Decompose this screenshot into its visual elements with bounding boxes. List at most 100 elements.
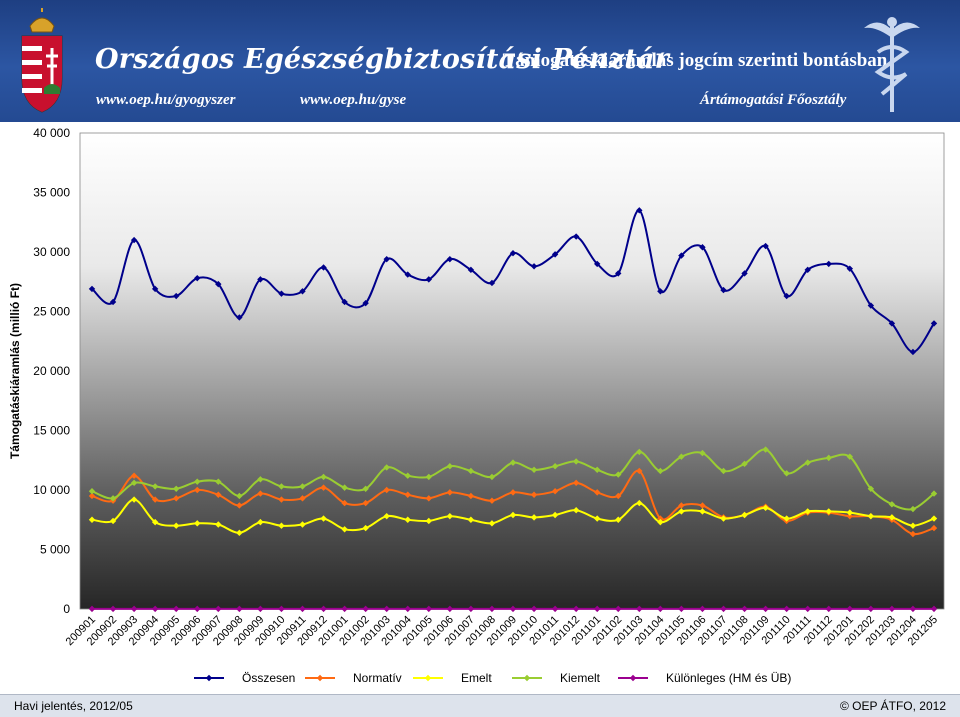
data-point xyxy=(720,605,727,613)
data-point xyxy=(278,522,285,529)
data-point xyxy=(341,605,348,613)
footer-bar: Havi jelentés, 2012/05 © OEP ÁTFO, 2012 xyxy=(0,694,960,717)
data-point xyxy=(109,605,117,613)
data-point xyxy=(257,276,264,283)
data-point xyxy=(151,285,159,293)
data-point xyxy=(699,244,706,251)
data-point xyxy=(278,496,285,503)
x-axis: 2009012009022009032009042009052009062009… xyxy=(64,614,940,648)
data-point xyxy=(299,495,306,502)
data-point xyxy=(825,605,832,613)
data-point xyxy=(425,605,432,613)
data-point xyxy=(551,463,559,470)
data-point xyxy=(551,487,559,495)
data-point xyxy=(551,511,559,519)
data-point xyxy=(362,605,369,613)
legend-marker xyxy=(205,674,213,682)
url-gyogyszer[interactable]: www.oep.hu/gyogyszer xyxy=(96,92,236,108)
y-axis: 0 5 000 10 000 15 000 20 000 25 000 30 000 35 0… xyxy=(33,126,70,616)
data-point xyxy=(741,460,748,468)
data-point xyxy=(783,605,790,613)
data-point xyxy=(615,471,622,478)
data-point xyxy=(699,508,706,515)
data-point xyxy=(594,515,601,522)
data-point xyxy=(636,207,643,214)
series-lines xyxy=(88,207,938,613)
data-point xyxy=(636,499,643,507)
data-point xyxy=(236,492,243,500)
data-point xyxy=(888,501,896,508)
data-point xyxy=(194,478,201,485)
report-period: Havi jelentés, 2012/05 xyxy=(14,699,133,713)
data-point xyxy=(846,512,853,520)
data-point xyxy=(320,605,327,613)
data-point xyxy=(930,524,938,532)
data-point xyxy=(194,274,201,282)
data-point xyxy=(678,605,685,613)
legend-label: Kiemelt xyxy=(560,671,601,685)
data-point xyxy=(257,518,264,526)
series-4 xyxy=(88,605,938,613)
y-tick-label: 40 000 xyxy=(33,126,70,140)
series-2 xyxy=(88,496,938,537)
data-point xyxy=(530,491,538,498)
data-point xyxy=(257,476,264,483)
data-point xyxy=(530,605,538,613)
data-point xyxy=(130,479,138,487)
data-point xyxy=(88,492,96,500)
data-point xyxy=(657,605,664,613)
data-point xyxy=(636,448,643,456)
data-point xyxy=(320,515,327,522)
data-point xyxy=(615,492,622,500)
data-point xyxy=(825,454,832,462)
data-point xyxy=(151,496,159,503)
data-point xyxy=(699,605,706,613)
data-point xyxy=(173,292,180,300)
legend-marker xyxy=(523,674,531,682)
data-point xyxy=(615,605,622,613)
data-point xyxy=(488,520,496,527)
data-point xyxy=(846,265,853,272)
data-point xyxy=(930,490,938,497)
data-point xyxy=(762,446,769,453)
data-point xyxy=(530,514,538,521)
data-point xyxy=(741,270,748,277)
data-point xyxy=(678,502,685,509)
legend-label: Normatív xyxy=(353,671,402,685)
data-point xyxy=(888,320,896,327)
data-point xyxy=(741,511,748,519)
data-point xyxy=(572,507,580,514)
data-point xyxy=(720,286,727,294)
data-point xyxy=(320,484,327,491)
series-3 xyxy=(88,446,938,513)
data-point xyxy=(215,491,222,498)
department-name: Ártámogatási Főosztály xyxy=(700,92,847,108)
data-point xyxy=(425,495,432,502)
data-point xyxy=(383,486,390,494)
data-point xyxy=(930,515,938,522)
data-point xyxy=(509,511,517,519)
chart-area: 0 5 000 10 000 15 000 20 000 25 000 30 000 35 0… xyxy=(8,126,945,685)
data-point xyxy=(278,483,285,490)
data-point xyxy=(762,605,769,613)
data-point xyxy=(699,502,706,509)
data-point xyxy=(257,605,264,613)
data-point xyxy=(404,516,411,523)
y-axis-title: Támogatáskiáramlás (millió Ft) xyxy=(8,283,22,459)
data-point xyxy=(88,487,96,495)
data-point xyxy=(594,489,601,496)
data-point xyxy=(636,605,643,613)
y-tick-label: 0 xyxy=(63,602,70,616)
data-point xyxy=(151,605,159,613)
data-point xyxy=(236,502,243,509)
data-point xyxy=(762,504,769,512)
url-gyse[interactable]: www.oep.hu/gyse xyxy=(300,92,407,108)
legend-marker xyxy=(316,674,324,682)
data-point xyxy=(551,605,559,613)
data-point xyxy=(130,236,138,244)
legend-item: Összesen xyxy=(194,671,295,685)
data-point xyxy=(278,605,285,613)
data-point xyxy=(320,264,327,271)
data-point xyxy=(909,522,917,529)
report-title: Támogatáskiáramlás jogcím szerinti bontá… xyxy=(502,50,888,71)
